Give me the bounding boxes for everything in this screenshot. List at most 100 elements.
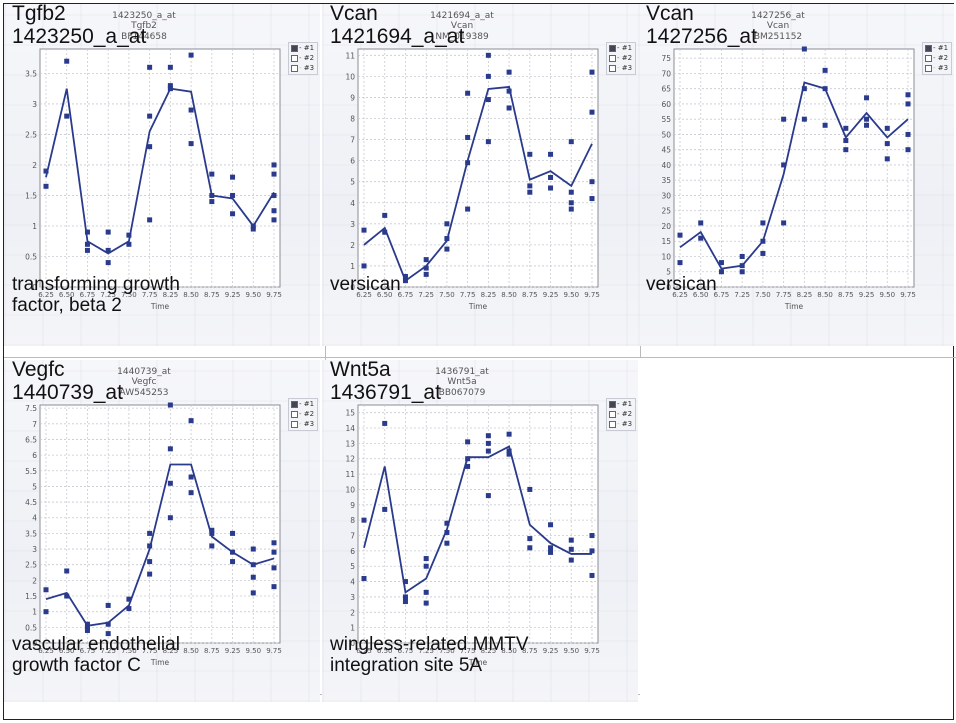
checkbox-icon[interactable] [291, 410, 298, 418]
data-point [126, 232, 132, 238]
plot-area [673, 48, 915, 288]
y-tick-label: 11 [345, 470, 355, 479]
x-tick-label: 7.75 [142, 647, 158, 655]
checkbox-icon[interactable] [609, 44, 616, 52]
chart-subtitle: Vcan [451, 21, 473, 31]
data-point [250, 226, 256, 232]
data-point [864, 122, 870, 128]
y-tick-label: 0.5 [25, 252, 37, 261]
data-point [485, 139, 491, 145]
x-tick-label: 8.25 [163, 647, 179, 655]
data-point [864, 95, 870, 101]
data-point [271, 565, 277, 571]
checkbox-icon[interactable] [925, 54, 932, 62]
data-point [271, 540, 277, 546]
legend-item[interactable]: - #2 [289, 409, 317, 419]
y-tick-label: 2 [350, 241, 355, 250]
x-tick-label: 7.25 [100, 647, 116, 655]
y-tick-label: 3 [32, 545, 37, 554]
x-tick-label: 6.50 [59, 291, 75, 299]
checkbox-icon[interactable] [291, 400, 298, 408]
x-tick-label: 8.50 [501, 647, 517, 655]
checkbox-icon[interactable] [291, 64, 298, 72]
checkbox-icon[interactable] [609, 400, 616, 408]
data-point [506, 451, 512, 457]
x-tick-label: 9.50 [245, 647, 261, 655]
data-point [271, 162, 277, 168]
checkbox-icon[interactable] [291, 44, 298, 52]
legend-item[interactable]: - #3 [289, 63, 317, 73]
gene-symbol: Vcan [330, 4, 378, 25]
checkbox-icon[interactable] [291, 420, 298, 428]
x-tick-label: 7.25 [734, 291, 750, 299]
x-tick-label: 9.25 [543, 291, 559, 299]
data-point [43, 609, 49, 615]
legend-item[interactable]: - #1 [923, 43, 951, 53]
legend-item[interactable]: - #2 [607, 409, 635, 419]
checkbox-icon[interactable] [609, 64, 616, 72]
data-point [822, 86, 828, 92]
y-tick-label: 0 [350, 639, 355, 648]
data-point [739, 269, 745, 275]
data-point [167, 86, 173, 92]
data-point [423, 563, 429, 569]
x-tick-label: 6.75 [80, 291, 96, 299]
x-axis-label: Time [150, 658, 170, 667]
data-point [739, 263, 745, 269]
checkbox-icon[interactable] [925, 44, 932, 52]
legend-item[interactable]: - #1 [289, 43, 317, 53]
legend: - #1- #2- #3 [922, 42, 952, 75]
data-point [209, 192, 215, 198]
checkbox-icon[interactable] [609, 410, 616, 418]
legend-label: #3 [303, 420, 315, 428]
gene-panel-tgfb2-1423250_a_at: 0 0.5 1 1.5 2 2.5 3 3.5 6.25 6.50 6.75 7.25 7.50 7.75… [4, 4, 320, 346]
data-point [147, 571, 153, 577]
data-point [527, 545, 533, 551]
x-tick-label: 9.25 [859, 291, 875, 299]
data-point [167, 515, 173, 521]
data-point [905, 101, 911, 107]
legend-item[interactable]: - #2 [607, 53, 635, 63]
legend-label: #3 [937, 64, 949, 72]
gene-panel-vcan-1421694_a_at: 0 1 2 3 4 5 6 7 8 9 10 11 6.25 6.50 6.75 7.25 7.50 7.75 8.… [322, 4, 638, 346]
data-point [105, 602, 111, 608]
x-tick-label: 6.25 [38, 647, 54, 655]
data-point [209, 543, 215, 549]
x-tick-label: 7.25 [418, 291, 434, 299]
data-point [147, 144, 153, 150]
legend-item[interactable]: - #2 [923, 53, 951, 63]
legend-item[interactable]: - #1 [289, 399, 317, 409]
data-point [485, 73, 491, 79]
legend-item[interactable]: - #3 [923, 63, 951, 73]
data-point [718, 269, 724, 275]
y-tick-label: 0 [666, 283, 671, 292]
legend-item[interactable]: - #1 [607, 43, 635, 53]
y-tick-label: 7 [350, 136, 355, 145]
data-point [905, 147, 911, 153]
data-point [167, 64, 173, 70]
x-tick-label: 7.25 [100, 291, 116, 299]
legend-item[interactable]: - #1 [607, 399, 635, 409]
checkbox-icon[interactable] [609, 54, 616, 62]
legend-item[interactable]: - #2 [289, 53, 317, 63]
x-tick-label: 8.75 [838, 291, 854, 299]
legend-item[interactable]: - #3 [607, 63, 635, 73]
gene-description: vascular endothelial growth factor C [12, 634, 180, 676]
legend-swatch: - [299, 44, 304, 52]
legend-item[interactable]: - #3 [289, 419, 317, 429]
data-point [485, 52, 491, 58]
legend-item[interactable]: - #3 [607, 419, 635, 429]
legend: - #1- #2- #3 [288, 398, 318, 431]
checkbox-icon[interactable] [609, 420, 616, 428]
x-tick-label: 6.25 [356, 291, 372, 299]
data-point [250, 590, 256, 596]
data-point [230, 549, 236, 555]
checkbox-icon[interactable] [291, 54, 298, 62]
y-tick-label: 10 [661, 252, 671, 261]
checkbox-icon[interactable] [925, 64, 932, 72]
y-tick-label: 9 [350, 501, 355, 510]
y-tick-label: 5 [350, 178, 355, 187]
legend-label: #2 [937, 54, 949, 62]
gene-symbol: Wnt5a [330, 360, 391, 381]
legend-label: #1 [303, 400, 315, 408]
